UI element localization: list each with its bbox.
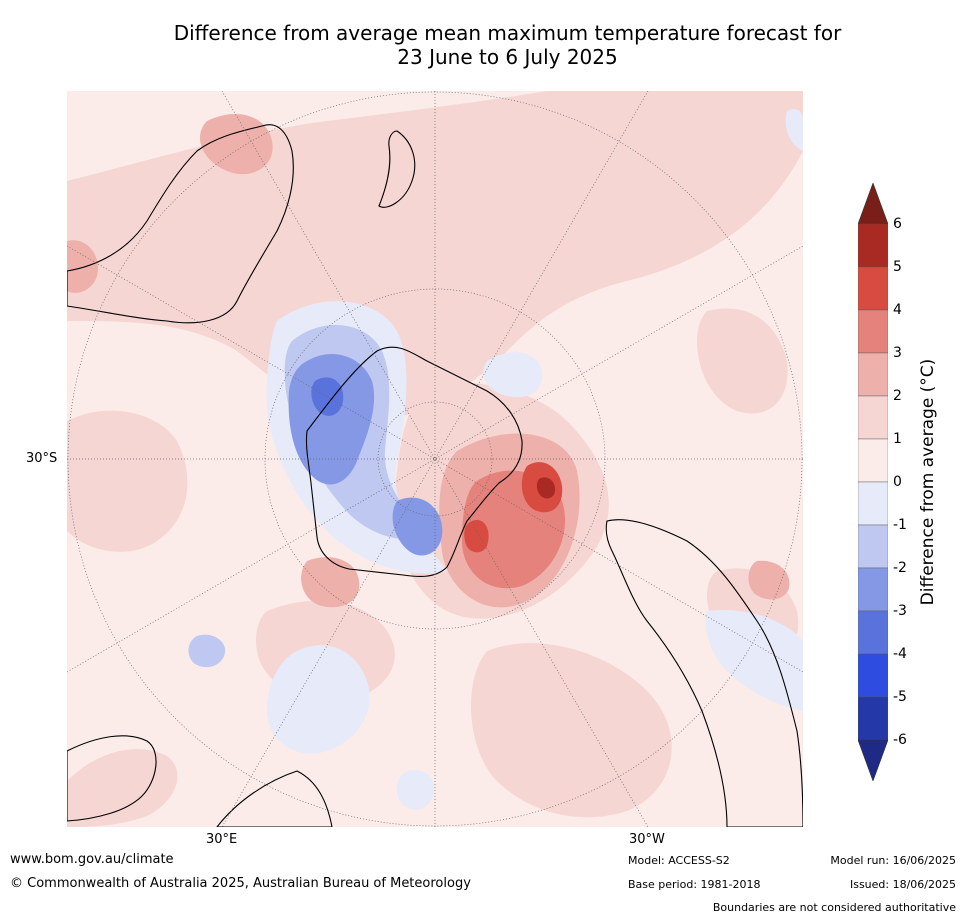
colorbar-bands	[858, 223, 888, 741]
polar-map[interactable]	[67, 91, 803, 827]
colorbar-tick-label: 0	[893, 474, 902, 490]
colorbar-band	[858, 395, 888, 440]
colorbar-band	[858, 266, 888, 311]
footer-disclaimer: Boundaries are not considered authoritat…	[712, 901, 956, 914]
colorbar-band	[858, 352, 888, 397]
footer-model: Model: ACCESS-S2	[628, 854, 730, 867]
colorbar-band	[858, 696, 888, 741]
title-line-1: Difference from average mean maximum tem…	[173, 21, 842, 45]
colorbar-band	[858, 223, 888, 268]
colorbar-tick-label: 5	[893, 259, 902, 275]
colorbar	[858, 183, 888, 781]
australia-outline	[67, 124, 294, 324]
colorbar-band	[858, 438, 888, 483]
colorbar-band	[858, 481, 888, 526]
madagascar-outline	[67, 735, 157, 822]
colorbar-under-arrow	[858, 739, 888, 781]
lon-label-30w: 30°W	[629, 832, 665, 847]
meridian-60w	[67, 245, 803, 673]
meridian-60e	[67, 245, 803, 673]
new-zealand-north-island	[378, 130, 416, 208]
colorbar-band	[858, 610, 888, 655]
colorbar-tick-label: -4	[893, 646, 907, 662]
colorbar-band	[858, 567, 888, 612]
colorbar-label: Difference from average (°C)	[918, 358, 938, 606]
graticule	[67, 91, 803, 827]
antarctica-outline	[305, 346, 523, 578]
meridian-30e	[221, 91, 649, 827]
lat-label-30s: 30°S	[26, 451, 58, 466]
footer-model-run: Model run: 16/06/2025	[830, 854, 956, 867]
parallel-75s	[377, 401, 493, 517]
lon-label-30e: 30°E	[206, 832, 238, 847]
colorbar-band	[858, 309, 888, 354]
colorbar-tick-label: 3	[893, 345, 902, 361]
chart-title: Difference from average mean maximum tem…	[60, 21, 955, 69]
title-line-2: 23 June to 6 July 2025	[397, 45, 618, 69]
cool-anomaly-level-3	[288, 353, 443, 556]
colorbar-tick-label: 2	[893, 388, 902, 404]
colorbar-tick-label: -2	[893, 560, 907, 576]
colorbar-tick-label: 4	[893, 302, 902, 318]
footer-issued: Issued: 18/06/2025	[849, 878, 956, 891]
colorbar-tick-label: 1	[893, 431, 902, 447]
colorbar-tick-label: -6	[893, 732, 907, 748]
africa-outline	[216, 770, 333, 827]
warm-anomaly-level-5	[536, 477, 556, 499]
colorbar-band	[858, 653, 888, 698]
colorbar-band	[858, 524, 888, 569]
colorbar-tick-label: 6	[893, 216, 902, 232]
colorbar-tick-label: -5	[893, 689, 907, 705]
colorbar-tick-label: -3	[893, 603, 907, 619]
colorbar-over-arrow	[858, 183, 888, 225]
map-canvas	[67, 91, 803, 827]
colorbar-tick-label: -1	[893, 517, 907, 533]
meridian-30w	[221, 91, 649, 827]
footer-base-period: Base period: 1981-2018	[628, 878, 761, 891]
footer-website[interactable]: www.bom.gov.au/climate	[10, 852, 174, 867]
footer-copyright: © Commonwealth of Australia 2025, Austra…	[10, 876, 471, 891]
